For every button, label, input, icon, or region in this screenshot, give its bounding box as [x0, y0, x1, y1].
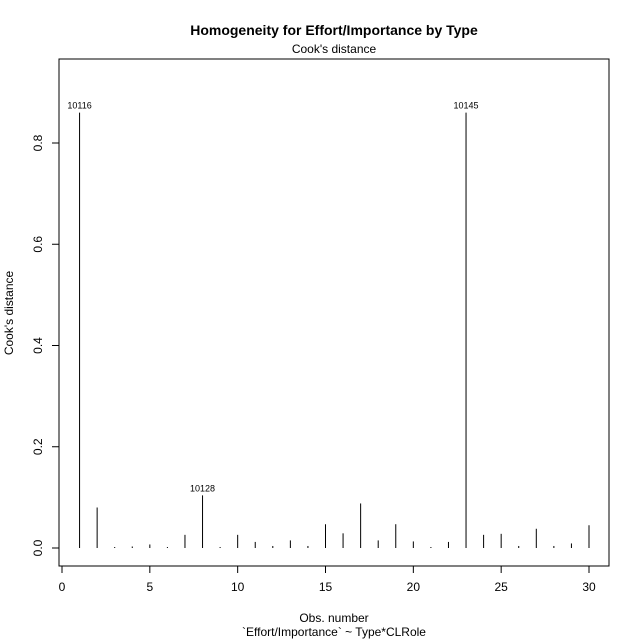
y-axis: 0.0 0.2 0.4 0.6 0.8 — [31, 134, 60, 556]
x-tick-label: 20 — [407, 580, 421, 594]
y-tick-label: 0.2 — [31, 438, 45, 455]
x-axis-formula: `Effort/Importance` ~ Type*CLRole — [242, 625, 426, 639]
y-tick-label: 0.4 — [31, 337, 45, 354]
bars — [79, 112, 590, 548]
point-label: 10128 — [190, 483, 215, 493]
y-tick-label: 0.6 — [31, 236, 45, 253]
x-axis-label: Obs. number — [299, 611, 368, 625]
x-axis: 0 5 10 15 20 25 30 — [59, 565, 596, 594]
y-tick-label: 0.0 — [31, 539, 45, 556]
chart-title: Homogeneity for Effort/Importance by Typ… — [190, 22, 478, 38]
y-axis-label: Cook's distance — [2, 271, 16, 356]
y-tick-label: 0.8 — [31, 134, 45, 151]
chart-subtitle: Cook's distance — [292, 42, 377, 56]
x-tick-label: 15 — [319, 580, 333, 594]
x-tick-label: 25 — [494, 580, 508, 594]
plot-box — [58, 58, 610, 567]
point-labels: 10116 10128 10145 — [67, 101, 478, 494]
point-label: 10145 — [454, 101, 479, 111]
x-tick-label: 5 — [146, 580, 153, 594]
x-tick-label: 30 — [582, 580, 596, 594]
x-tick-label: 10 — [231, 580, 245, 594]
x-tick-label: 0 — [59, 580, 66, 594]
point-label: 10116 — [67, 101, 91, 111]
